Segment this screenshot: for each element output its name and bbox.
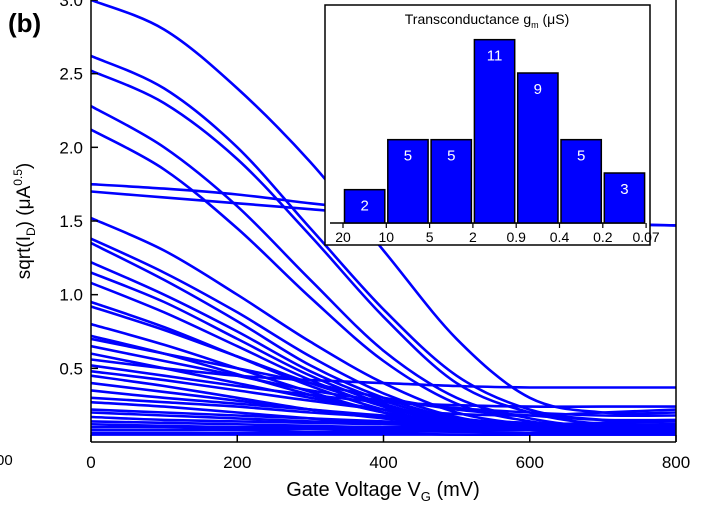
inset-bar-label: 5 [577, 148, 585, 165]
curve-21 [91, 358, 676, 389]
x-axis-ticks: 0 200 400 600 800 [86, 435, 690, 472]
inset-x-tick-label: 0.9 [506, 229, 526, 245]
x-axis-label: Gate Voltage VG (mV) [286, 479, 480, 504]
curve-19 [91, 344, 676, 418]
inset-bar-label: 9 [534, 81, 542, 98]
y-tick-label: 0.5 [59, 359, 83, 378]
inset-bar-label: 2 [360, 198, 368, 215]
inset-x-tick-label: 2 [469, 229, 477, 245]
curve-32 [91, 420, 676, 431]
inset-bar-2 [387, 138, 429, 224]
inset-x-tick-label: 10 [379, 229, 395, 245]
inset-title: Transconductance gm (μS) [405, 11, 569, 30]
inset-x-tick-label: 0.2 [593, 229, 613, 245]
curve-35 [91, 428, 676, 435]
y-tick-label: 1.5 [59, 212, 83, 231]
x-tick-label: 400 [369, 453, 397, 472]
inset-x-tick-label: 20 [335, 229, 351, 245]
inset-bar-4 [473, 38, 516, 224]
inset-x-tick-label: 5 [426, 229, 434, 245]
inset-bar-5 [516, 72, 559, 224]
inset-bar-label: 3 [620, 181, 628, 198]
inset-bars: 2 5 5 11 9 5 3 [343, 38, 646, 224]
inset-bar-label: 5 [404, 148, 412, 165]
main-plot-curves [91, 0, 676, 437]
curve-27 [91, 396, 676, 428]
x-tick-label: 0 [86, 453, 95, 472]
inset-x-tick-label: 0.4 [550, 229, 570, 245]
inset-bar-1 [343, 188, 386, 224]
x-tick-label: 800 [662, 453, 690, 472]
curve-1 [91, 0, 676, 415]
curve-23 [91, 370, 676, 417]
clipped-x-tick-label: 00 [0, 452, 13, 469]
inset-x-tick-label: 0.07 [632, 229, 659, 245]
curve-22 [91, 364, 676, 409]
curve-31 [91, 415, 676, 429]
curve-18 [91, 337, 676, 422]
curve-34 [91, 425, 676, 434]
inset-bar-label: 5 [447, 148, 455, 165]
curve-3 [91, 69, 676, 429]
inset-bar-6 [560, 138, 603, 224]
x-tick-label: 600 [516, 453, 544, 472]
panel-label: (b) [8, 8, 41, 38]
y-tick-label: 2.0 [59, 138, 83, 157]
y-tick-label: 3.0 [59, 0, 83, 10]
inset-bar-7 [603, 172, 646, 224]
x-tick-label: 200 [223, 453, 251, 472]
inset-bar-3 [430, 138, 473, 224]
y-axis-ticks: 0.5 1.0 1.5 2.0 2.5 3.0 [59, 0, 98, 378]
inset-bar-label: 11 [487, 48, 503, 65]
y-tick-label: 2.5 [59, 65, 83, 84]
inset-x-ticks: 20 10 5 2 0.9 0.4 0.2 0.07 [335, 223, 660, 245]
y-tick-label: 1.0 [59, 286, 83, 305]
curve-30 [91, 411, 676, 426]
y-axis-label: sqrt(ID) (μA0.5) [11, 163, 38, 280]
